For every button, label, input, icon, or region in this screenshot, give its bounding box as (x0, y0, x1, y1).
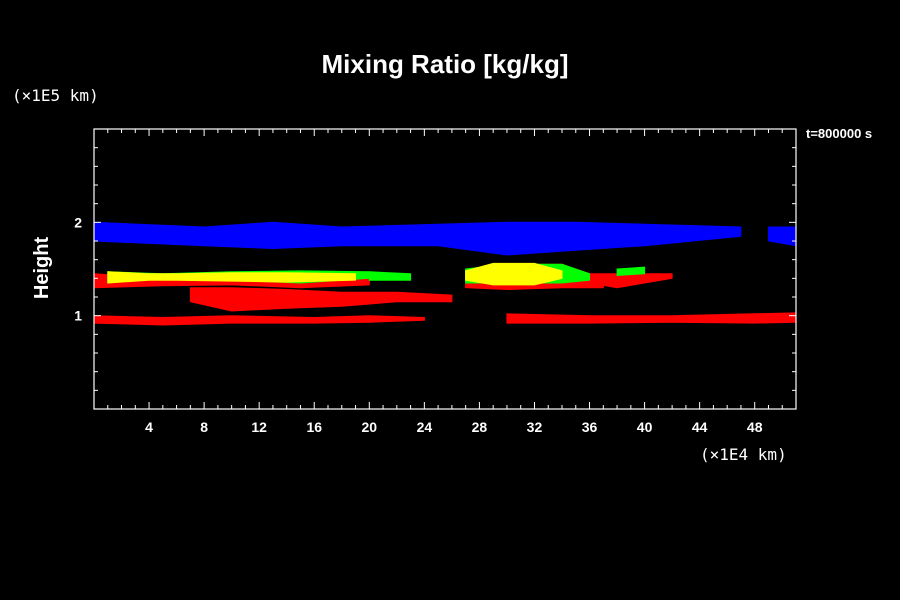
y-tick-label-1: 1 (74, 308, 82, 324)
x-tick-label-20: 20 (362, 419, 378, 435)
blue-region-0 (93, 221, 742, 256)
y-tick-label-2: 2 (74, 214, 82, 230)
x-tick-label-8: 8 (200, 419, 208, 435)
x-tick-label-12: 12 (251, 419, 267, 435)
green-region-3 (616, 266, 646, 277)
x-tick-label-4: 4 (145, 419, 153, 435)
y-axis-unit: (×1E5 km) (12, 86, 99, 105)
x-axis-ticks: 4 8 12 16 20 24 28 32 36 40 44 48 (107, 129, 783, 435)
red-region-0 (93, 315, 425, 326)
y-axis-label: Height (31, 237, 53, 300)
x-tick-label-44: 44 (692, 419, 708, 435)
plot-frame (93, 128, 797, 410)
green-region-1 (368, 271, 412, 281)
x-tick-label-48: 48 (747, 419, 763, 435)
x-tick-label-36: 36 (582, 419, 598, 435)
yellow-region-0 (107, 271, 356, 284)
yellow-region-1 (465, 262, 563, 286)
x-tick-label-32: 32 (527, 419, 543, 435)
x-tick-label-24: 24 (417, 419, 433, 435)
red-region-2 (189, 287, 453, 312)
x-tick-label-16: 16 (306, 419, 322, 435)
chart-title: Mixing Ratio [kg/kg] (322, 49, 569, 79)
x-axis-unit: (×1E4 km) (700, 445, 787, 464)
y-axis-ticks: 12 (74, 147, 796, 391)
time-label: t=800000 s (806, 126, 872, 141)
x-tick-label-40: 40 (637, 419, 653, 435)
x-tick-label-28: 28 (472, 419, 488, 435)
